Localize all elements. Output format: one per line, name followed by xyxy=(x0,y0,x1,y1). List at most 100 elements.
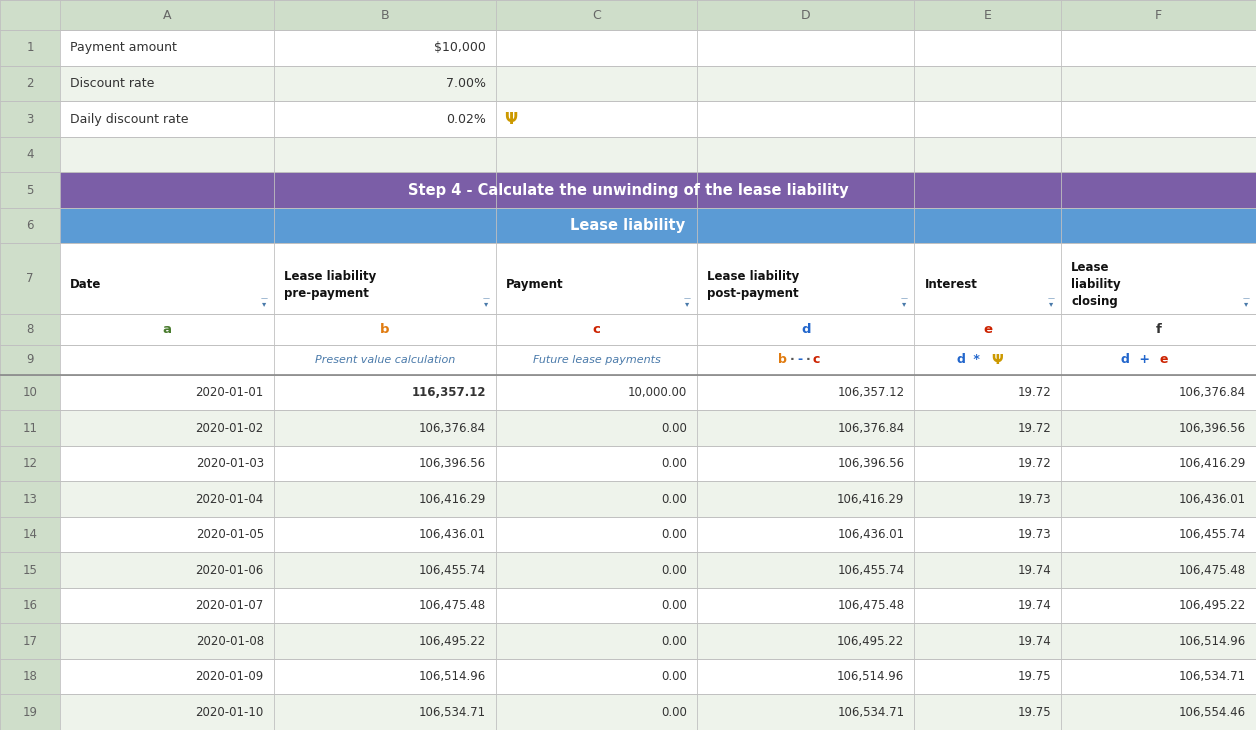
Bar xyxy=(60,659,274,694)
Bar xyxy=(496,315,697,345)
Text: 106,514.96: 106,514.96 xyxy=(1178,634,1246,648)
Bar xyxy=(60,446,274,481)
Bar xyxy=(914,481,1061,517)
Bar xyxy=(914,315,1061,345)
Text: E: E xyxy=(983,9,992,22)
Text: 19.73: 19.73 xyxy=(1017,493,1051,506)
Text: 3: 3 xyxy=(26,112,34,126)
Bar xyxy=(1061,315,1256,345)
Text: 19.74: 19.74 xyxy=(1017,599,1051,612)
Bar xyxy=(60,137,274,172)
Text: 11: 11 xyxy=(23,421,38,434)
Bar xyxy=(274,481,496,517)
Bar xyxy=(914,66,1061,101)
Text: ▾: ▾ xyxy=(685,299,690,308)
Bar xyxy=(0,30,60,66)
Text: 106,455.74: 106,455.74 xyxy=(1179,528,1246,541)
Bar xyxy=(914,446,1061,481)
Bar xyxy=(274,315,496,345)
Bar xyxy=(60,315,274,345)
Bar xyxy=(697,374,914,410)
Bar xyxy=(496,30,697,66)
Bar xyxy=(60,172,1256,208)
Text: 106,436.01: 106,436.01 xyxy=(420,528,486,541)
Text: 2020-01-01: 2020-01-01 xyxy=(196,386,264,399)
Text: 15: 15 xyxy=(23,564,38,577)
Bar xyxy=(914,694,1061,730)
Text: —: — xyxy=(1048,295,1055,301)
Text: 0.00: 0.00 xyxy=(661,564,687,577)
Bar xyxy=(496,694,697,730)
Text: Lease liability
post-payment: Lease liability post-payment xyxy=(707,269,799,299)
Bar xyxy=(697,481,914,517)
Bar xyxy=(496,101,697,137)
Bar xyxy=(496,66,697,101)
Bar xyxy=(0,446,60,481)
Text: 2020-01-06: 2020-01-06 xyxy=(196,564,264,577)
Text: 106,534.71: 106,534.71 xyxy=(420,706,486,719)
Text: ·: · xyxy=(806,353,810,366)
Bar xyxy=(0,410,60,446)
Text: ▾: ▾ xyxy=(261,299,266,308)
Text: 106,436.01: 106,436.01 xyxy=(1179,493,1246,506)
Bar xyxy=(1061,345,1256,374)
Text: 10,000.00: 10,000.00 xyxy=(628,386,687,399)
Text: Daily discount rate: Daily discount rate xyxy=(70,112,188,126)
Bar xyxy=(274,374,496,410)
Text: ▾: ▾ xyxy=(484,299,489,308)
Bar xyxy=(0,588,60,623)
Bar xyxy=(496,410,697,446)
Bar xyxy=(914,374,1061,410)
Bar xyxy=(1061,410,1256,446)
Text: Ψ: Ψ xyxy=(504,112,516,126)
Text: 9: 9 xyxy=(26,353,34,366)
Text: Discount rate: Discount rate xyxy=(70,77,154,90)
Bar xyxy=(274,243,496,315)
Bar xyxy=(496,243,697,315)
Text: 106,495.22: 106,495.22 xyxy=(836,634,904,648)
Text: 2020-01-04: 2020-01-04 xyxy=(196,493,264,506)
Text: b: b xyxy=(777,353,788,366)
Text: 106,376.84: 106,376.84 xyxy=(1179,386,1246,399)
Text: 106,475.48: 106,475.48 xyxy=(420,599,486,612)
Text: 2020-01-10: 2020-01-10 xyxy=(196,706,264,719)
Text: 19.75: 19.75 xyxy=(1017,670,1051,683)
Bar xyxy=(697,345,914,374)
Text: 18: 18 xyxy=(23,670,38,683)
Bar xyxy=(496,374,697,410)
Text: +: + xyxy=(1135,353,1154,366)
Bar xyxy=(697,517,914,553)
Text: ·: · xyxy=(789,353,794,366)
Bar xyxy=(60,553,274,588)
Text: B: B xyxy=(381,9,389,22)
Bar xyxy=(697,315,914,345)
Bar xyxy=(1061,623,1256,659)
Bar xyxy=(1061,659,1256,694)
Bar xyxy=(1061,481,1256,517)
Text: 7.00%: 7.00% xyxy=(446,77,486,90)
Bar xyxy=(914,517,1061,553)
Text: 106,534.71: 106,534.71 xyxy=(838,706,904,719)
Bar xyxy=(697,101,914,137)
Text: 106,396.56: 106,396.56 xyxy=(420,457,486,470)
Text: 0.00: 0.00 xyxy=(661,670,687,683)
Text: 12: 12 xyxy=(23,457,38,470)
Bar xyxy=(0,374,60,410)
Bar xyxy=(496,0,697,30)
Bar xyxy=(496,481,697,517)
Text: 2020-01-05: 2020-01-05 xyxy=(196,528,264,541)
Bar xyxy=(60,30,274,66)
Bar xyxy=(496,446,697,481)
Text: 16: 16 xyxy=(23,599,38,612)
Bar xyxy=(274,623,496,659)
Text: Interest: Interest xyxy=(924,278,977,291)
Bar xyxy=(0,315,60,345)
Bar xyxy=(914,101,1061,137)
Bar xyxy=(0,101,60,137)
Text: 4: 4 xyxy=(26,148,34,161)
Bar xyxy=(697,446,914,481)
Bar xyxy=(914,410,1061,446)
Text: Lease
liability
closing: Lease liability closing xyxy=(1071,261,1122,308)
Text: 19.72: 19.72 xyxy=(1017,386,1051,399)
Bar xyxy=(274,66,496,101)
